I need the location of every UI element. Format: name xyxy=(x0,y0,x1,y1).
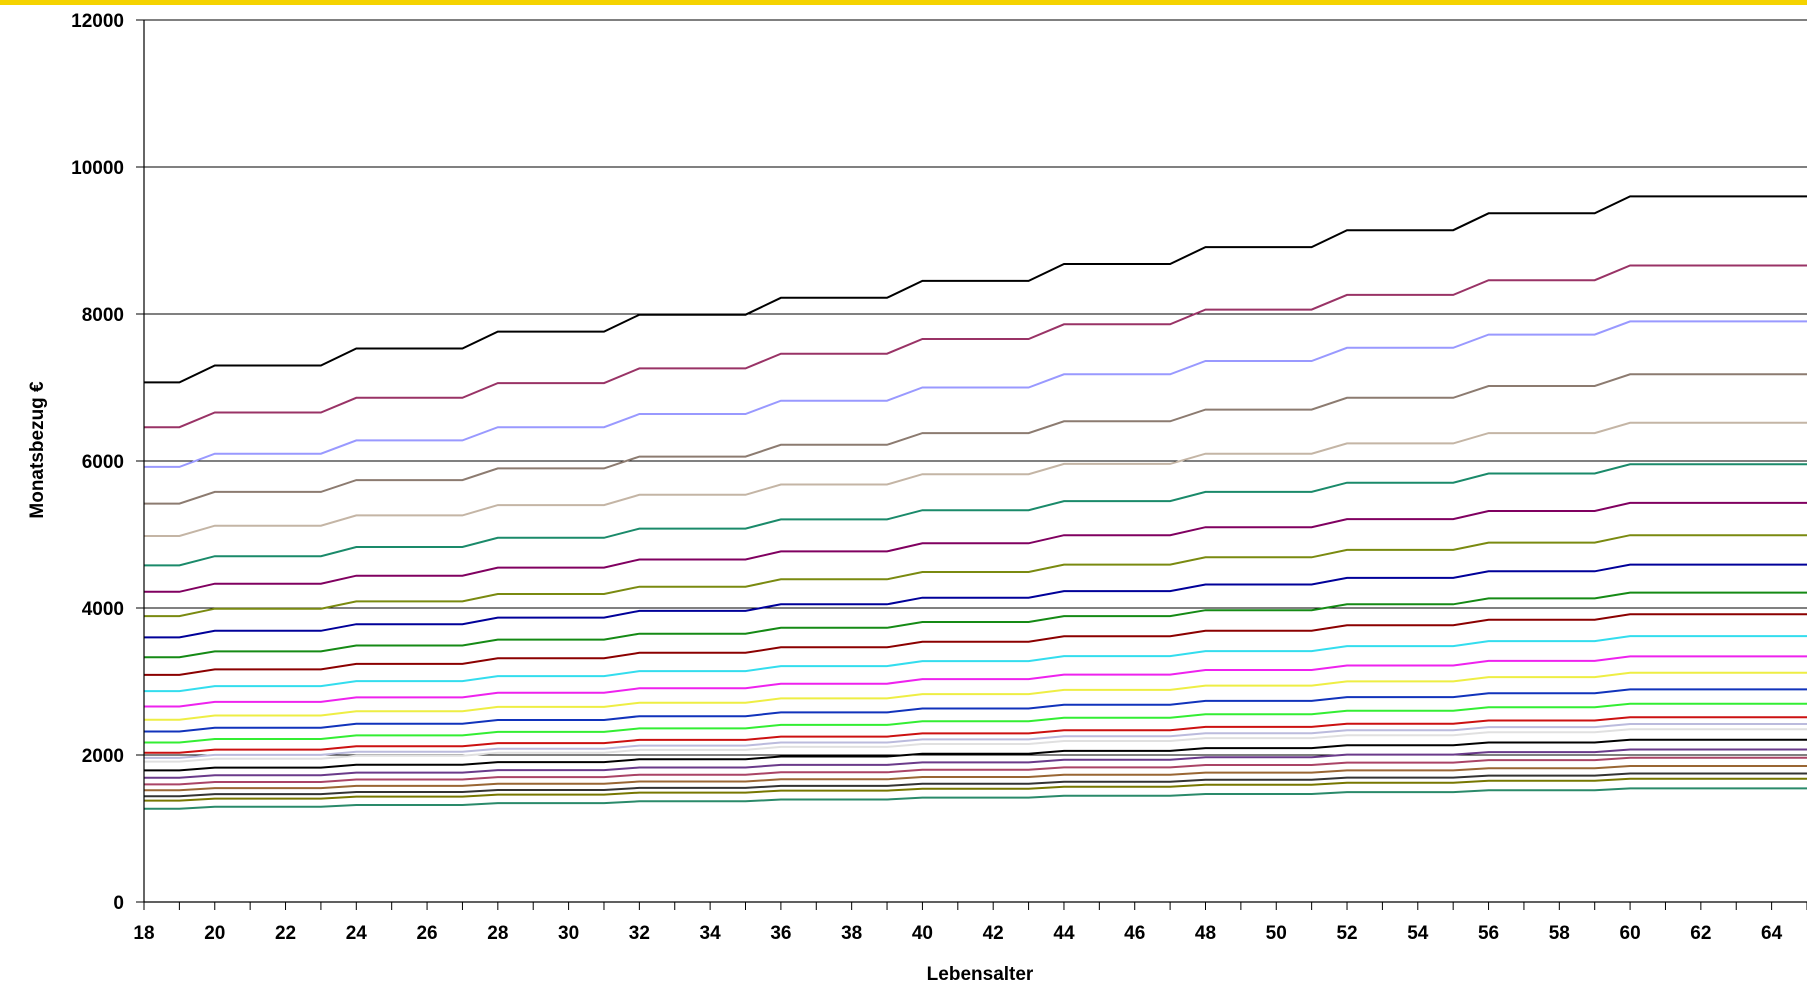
x-tick-label: 58 xyxy=(1549,923,1570,944)
series-line-17 xyxy=(144,716,1807,754)
series-line-18 xyxy=(144,723,1807,759)
x-tick-label: 38 xyxy=(841,923,862,944)
series-line-26 xyxy=(144,787,1807,810)
x-tick-label: 34 xyxy=(700,923,722,944)
x-axis-title: Lebensalter xyxy=(927,964,1034,985)
x-tick-label: 56 xyxy=(1478,923,1499,944)
series-line-3 xyxy=(144,320,1807,468)
x-tick-label: 62 xyxy=(1690,923,1711,944)
x-tick-label: 24 xyxy=(346,923,368,944)
x-tick-label: 18 xyxy=(133,923,154,944)
series-line-11 xyxy=(144,613,1807,676)
series-line-10 xyxy=(144,591,1807,659)
series-line-16 xyxy=(144,702,1807,744)
x-tick-label: 40 xyxy=(912,923,933,944)
series-line-24 xyxy=(144,772,1807,798)
series-line-22 xyxy=(144,756,1807,786)
y-tick-labels: 0 2000 4000 6000 8000 10000 12000 xyxy=(71,11,124,914)
series-line-1 xyxy=(144,195,1807,384)
series-line-13 xyxy=(144,655,1807,708)
x-tick-label: 48 xyxy=(1195,923,1216,944)
series-line-14 xyxy=(144,671,1807,721)
axes xyxy=(136,19,1807,910)
x-tick-label: 20 xyxy=(204,923,225,944)
x-tick-label: 36 xyxy=(770,923,791,944)
x-tick-label: 60 xyxy=(1620,923,1641,944)
x-tick-label: 50 xyxy=(1266,923,1287,944)
series-line-9 xyxy=(144,563,1807,639)
x-tick-labels: 18 20 22 24 26 28 30 32 34 36 38 40 42 44 46 48 50 52 54 56… xyxy=(133,923,1782,944)
series-lines xyxy=(144,195,1807,810)
y-tick-label: 2000 xyxy=(82,746,124,767)
y-tick-label: 0 xyxy=(113,893,124,914)
x-tick-label: 26 xyxy=(416,923,437,944)
series-line-19 xyxy=(144,728,1807,763)
x-tick-label: 32 xyxy=(629,923,650,944)
series-line-4 xyxy=(144,373,1807,505)
x-tick-label: 64 xyxy=(1761,923,1783,944)
top-accent-bar xyxy=(0,0,1807,5)
x-tick-label: 30 xyxy=(558,923,579,944)
x-tick-label: 52 xyxy=(1336,923,1357,944)
series-line-15 xyxy=(144,688,1807,733)
x-tick-label: 46 xyxy=(1124,923,1145,944)
series-line-12 xyxy=(144,635,1807,693)
x-tick-label: 44 xyxy=(1053,923,1075,944)
series-line-8 xyxy=(144,534,1807,618)
x-tick-label: 22 xyxy=(275,923,296,944)
y-tick-label: 12000 xyxy=(71,11,124,32)
series-line-7 xyxy=(144,501,1807,593)
y-tick-label: 6000 xyxy=(82,452,124,473)
series-line-21 xyxy=(144,748,1807,779)
series-line-2 xyxy=(144,264,1807,429)
x-tick-label: 54 xyxy=(1407,923,1429,944)
y-tick-label: 10000 xyxy=(71,158,124,179)
series-line-6 xyxy=(144,463,1807,567)
y-axis-title: Monatsbezug € xyxy=(27,381,48,519)
y-tick-label: 4000 xyxy=(82,599,124,620)
y-tick-label: 8000 xyxy=(82,305,124,326)
x-tick-label: 42 xyxy=(983,923,1004,944)
series-line-20 xyxy=(144,738,1807,772)
series-line-25 xyxy=(144,777,1807,802)
x-tick-label: 28 xyxy=(487,923,508,944)
series-line-23 xyxy=(144,765,1807,792)
series-line-5 xyxy=(144,421,1807,537)
gridlines xyxy=(144,19,1807,756)
